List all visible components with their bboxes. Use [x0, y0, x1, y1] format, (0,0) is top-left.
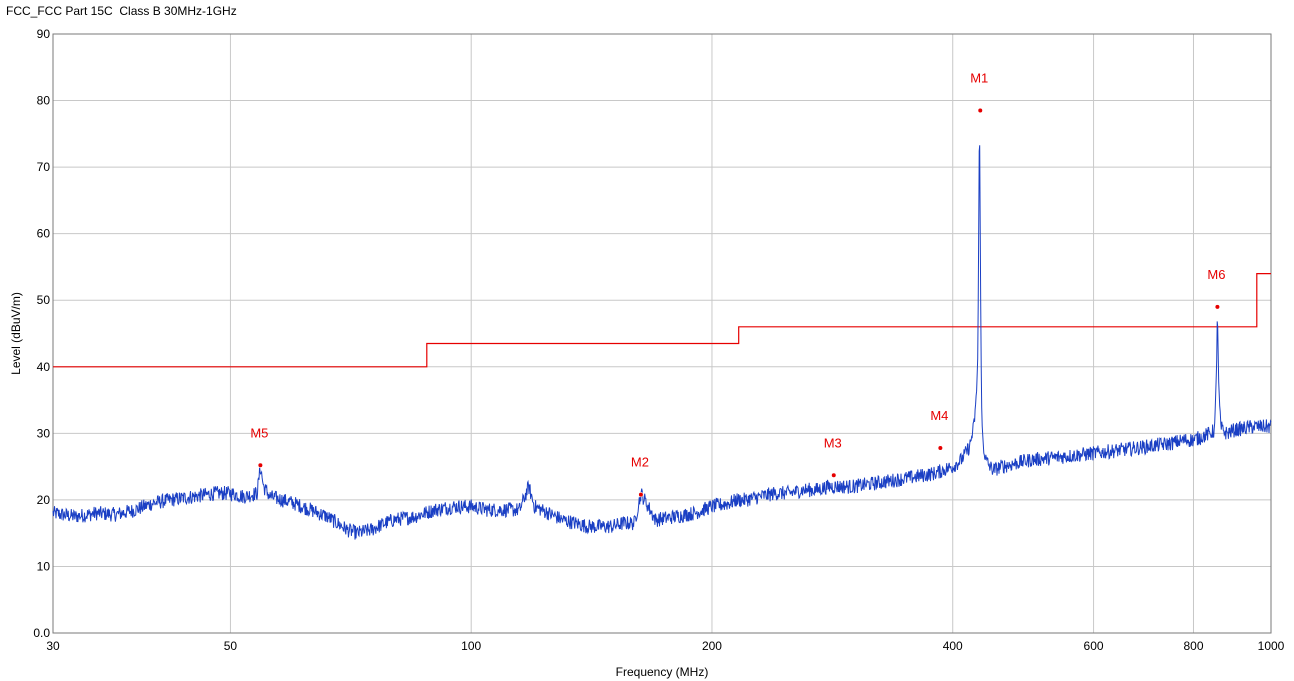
- x-tick-label: 600: [1084, 639, 1104, 653]
- x-tick-label: 1000: [1258, 639, 1285, 653]
- marker-label: M1: [970, 71, 988, 86]
- y-tick-label: 10: [37, 559, 51, 573]
- marker-point: [831, 472, 837, 478]
- plot-frame: [52, 33, 1272, 634]
- marker-label: M5: [250, 425, 268, 440]
- limit-layer: [53, 273, 1271, 368]
- y-tick-label: 30: [37, 426, 51, 440]
- x-tick-label: 30: [46, 639, 60, 653]
- x-tick-label: 800: [1183, 639, 1203, 653]
- marker-label: M4: [930, 408, 948, 423]
- y-tick-label: 20: [37, 493, 51, 507]
- spectrum-trace: [52, 145, 1272, 540]
- x-axis-label: Frequency (MHz): [616, 665, 709, 679]
- marker-label: M3: [824, 435, 842, 450]
- x-tick-label: 100: [461, 639, 481, 653]
- y-axis-label: Level (dBuV/m): [9, 292, 23, 375]
- y-tick-label: 80: [37, 94, 51, 108]
- x-tick-label: 400: [943, 639, 963, 653]
- marker-label: M2: [631, 455, 649, 470]
- marker-point: [1214, 304, 1220, 310]
- tick-layer: 0.0 10 20 30 40 50 60 70 80 90 30 50 100 200 400 600 800…: [33, 27, 1284, 653]
- x-tick-label: 50: [224, 639, 238, 653]
- y-tick-label: 50: [37, 293, 51, 307]
- y-tick-label: 0.0: [33, 626, 50, 640]
- limit-line: [53, 273, 1271, 368]
- trace-layer: [52, 145, 1272, 540]
- marker-layer: M1 M2 M3 M4 M5 M6: [250, 71, 1225, 498]
- marker-label: M6: [1207, 267, 1225, 282]
- marker-point: [257, 462, 263, 468]
- marker-point: [638, 491, 644, 498]
- y-tick-label: 70: [37, 160, 51, 174]
- marker-point: [937, 445, 943, 451]
- grid-layer: [53, 34, 1271, 633]
- marker-point: [977, 107, 983, 114]
- y-tick-label: 90: [37, 27, 51, 41]
- y-tick-label: 60: [37, 227, 51, 241]
- x-tick-label: 200: [702, 639, 722, 653]
- y-tick-label: 40: [37, 360, 51, 374]
- chart-title: FCC_FCC Part 15C Class B 30MHz-1GHz: [6, 4, 237, 18]
